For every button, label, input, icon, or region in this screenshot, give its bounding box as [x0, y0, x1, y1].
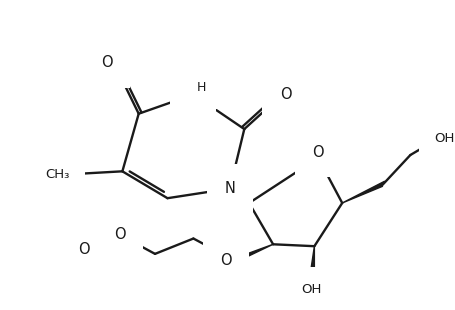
Text: O: O: [220, 253, 232, 268]
Polygon shape: [308, 246, 314, 285]
Text: O: O: [101, 55, 113, 70]
Text: N: N: [188, 87, 199, 102]
Text: H: H: [197, 81, 206, 94]
Text: O: O: [280, 87, 291, 102]
Text: O: O: [313, 145, 324, 160]
Text: O: O: [78, 241, 90, 257]
Text: CH₃: CH₃: [45, 168, 70, 181]
Text: OH: OH: [301, 283, 322, 296]
Polygon shape: [342, 181, 385, 203]
Text: O: O: [114, 227, 125, 242]
Text: N: N: [224, 181, 235, 196]
Polygon shape: [233, 244, 273, 263]
Text: OH: OH: [435, 132, 455, 145]
